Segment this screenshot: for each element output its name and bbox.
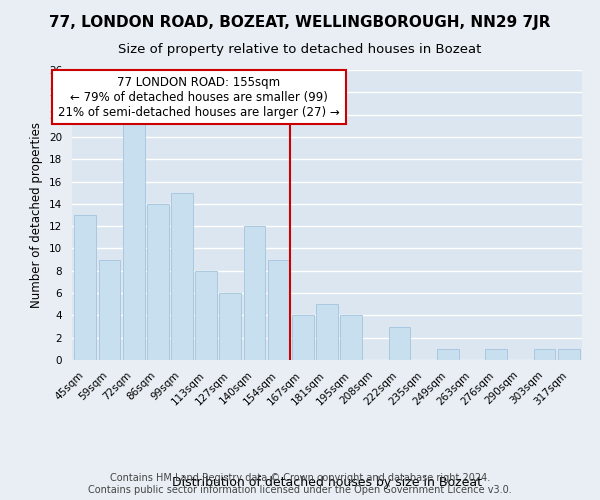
Text: Size of property relative to detached houses in Bozeat: Size of property relative to detached ho…	[118, 42, 482, 56]
Bar	[195, 271, 217, 360]
Bar	[558, 349, 580, 360]
Text: 77 LONDON ROAD: 155sqm
← 79% of detached houses are smaller (99)
21% of semi-det: 77 LONDON ROAD: 155sqm ← 79% of detached…	[58, 76, 340, 118]
Bar	[147, 204, 169, 360]
Bar	[244, 226, 265, 360]
Text: Contains HM Land Registry data © Crown copyright and database right 2024.
Contai: Contains HM Land Registry data © Crown c…	[88, 474, 512, 495]
Bar	[123, 114, 145, 360]
Bar	[437, 349, 459, 360]
Bar	[268, 260, 290, 360]
Bar	[316, 304, 338, 360]
Bar	[485, 349, 507, 360]
Text: 77, LONDON ROAD, BOZEAT, WELLINGBOROUGH, NN29 7JR: 77, LONDON ROAD, BOZEAT, WELLINGBOROUGH,…	[49, 15, 551, 30]
X-axis label: Distribution of detached houses by size in Bozeat: Distribution of detached houses by size …	[172, 476, 482, 489]
Bar	[533, 349, 556, 360]
Bar	[98, 260, 121, 360]
Bar	[389, 326, 410, 360]
Bar	[171, 192, 193, 360]
Bar	[74, 215, 96, 360]
Bar	[220, 293, 241, 360]
Y-axis label: Number of detached properties: Number of detached properties	[31, 122, 43, 308]
Bar	[340, 316, 362, 360]
Bar	[292, 316, 314, 360]
